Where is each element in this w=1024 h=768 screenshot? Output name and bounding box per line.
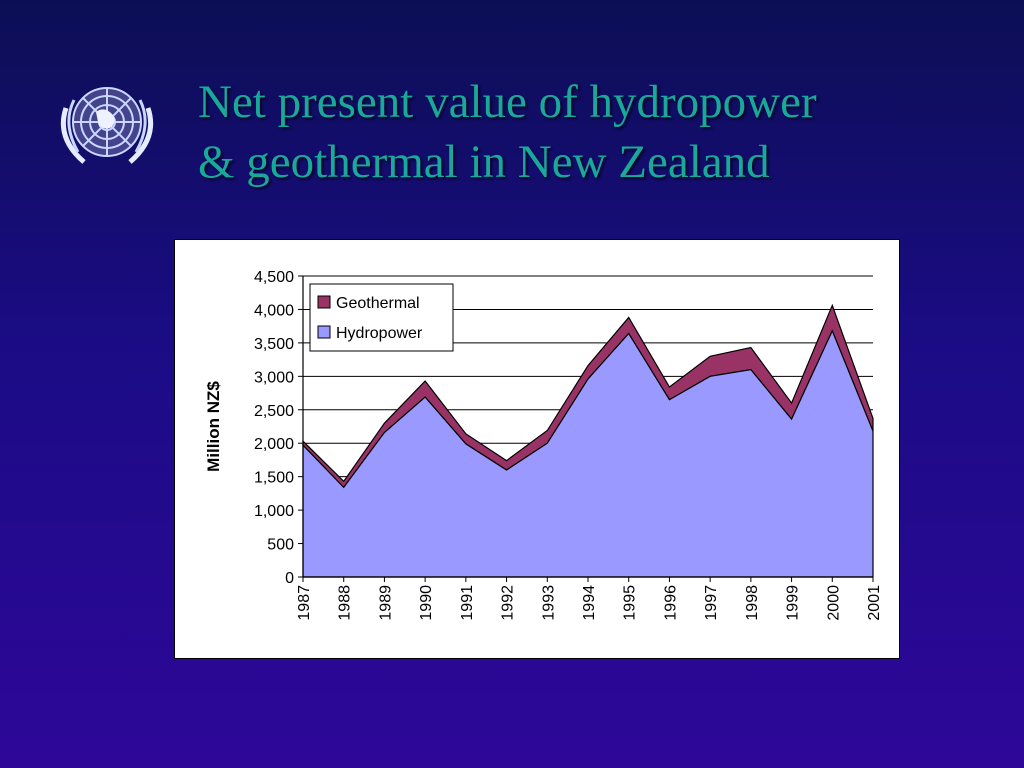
y-tick-label: 1,000 xyxy=(254,503,294,520)
x-tick-label: 1992 xyxy=(500,585,517,621)
x-tick-label: 1997 xyxy=(703,585,720,621)
y-tick-label: 1,500 xyxy=(254,470,294,487)
x-tick-label: 1999 xyxy=(785,585,802,621)
y-tick-label: 4,500 xyxy=(254,269,294,286)
x-tick-label: 1993 xyxy=(540,585,557,621)
x-tick-label: 1995 xyxy=(622,585,639,621)
x-tick-label: 1988 xyxy=(337,585,354,621)
slide-title-line-2: & geothermal in New Zealand xyxy=(198,136,770,188)
x-tick-label: 2000 xyxy=(825,585,842,621)
un-emblem-icon xyxy=(60,87,154,164)
y-tick-label: 3,000 xyxy=(254,369,294,386)
y-tick-label: 500 xyxy=(267,537,294,554)
stacked-area-chart: 0 500 1,000 1,500 2,000 2,500 3,000 3,500 4,000 4… xyxy=(204,269,883,621)
legend-swatch-geothermal xyxy=(317,295,331,309)
x-tick-label: 1996 xyxy=(662,585,679,621)
x-tick-label: 1987 xyxy=(296,585,313,621)
legend-label-hydropower: Hydropower xyxy=(336,325,423,342)
x-tick-label: 1991 xyxy=(459,585,476,621)
x-tick-label: 1990 xyxy=(418,585,435,621)
legend-label-geothermal: Geothermal xyxy=(336,295,420,312)
y-tick-label: 3,500 xyxy=(254,336,294,353)
chart-panel: 0 500 1,000 1,500 2,000 2,500 3,000 3,500 4,000 4… xyxy=(174,239,900,659)
y-tick-label: 2,500 xyxy=(254,403,294,420)
slide-title-line-1: Net present value of hydropower xyxy=(198,76,817,128)
y-tick-label: 2,000 xyxy=(254,436,294,453)
y-tick-label: 4,000 xyxy=(254,302,294,319)
y-tick-label: 0 xyxy=(285,570,294,587)
x-tick-label: 1994 xyxy=(581,585,598,621)
y-axis-title: Million NZ$ xyxy=(204,381,223,472)
x-tick-label: 2001 xyxy=(866,585,883,621)
series-area-hydropower xyxy=(302,329,874,578)
slide-title: Net present value of hydropower & geothe… xyxy=(198,72,998,192)
legend xyxy=(309,283,454,352)
x-tick-label: 1998 xyxy=(744,585,761,621)
x-tick-label: 1989 xyxy=(377,585,394,621)
legend-swatch-hydropower xyxy=(317,325,331,339)
